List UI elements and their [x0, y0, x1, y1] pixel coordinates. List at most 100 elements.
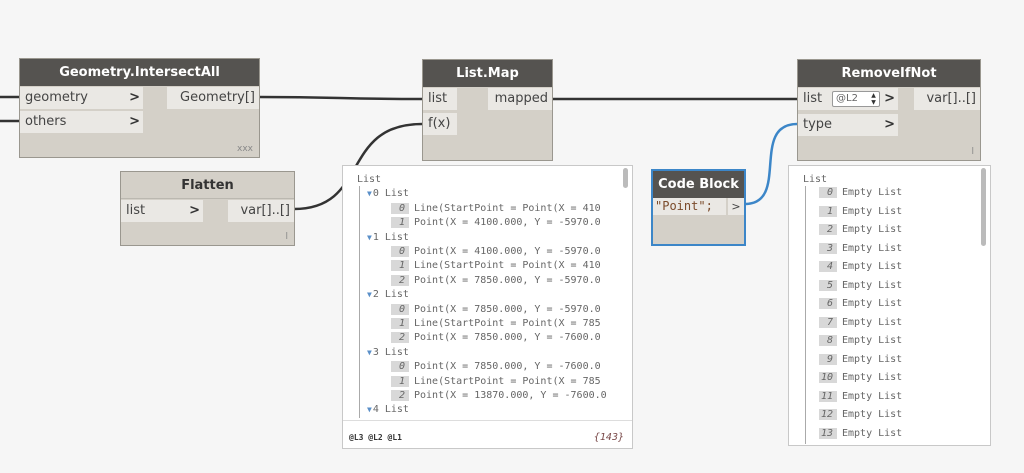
- item-index: 1: [391, 375, 409, 387]
- list-item: 5 Empty List: [819, 279, 903, 292]
- list-item: 0 Empty List: [819, 187, 902, 199]
- list-item: 12 Empty List: [819, 409, 902, 421]
- list-item: 6 Empty List: [819, 298, 902, 310]
- level-value: @L2: [836, 93, 858, 104]
- list-item: 2 Point(X = 7850.000, Y = -5970.0: [391, 274, 601, 287]
- port-label: type: [803, 117, 833, 132]
- tree-line: [359, 186, 360, 418]
- wire-codeblock-to-remove: [744, 122, 798, 206]
- list-item: 1 Point(X = 4100.000, Y = -5970.0: [391, 217, 601, 229]
- list-group-header: ▼0 List: [367, 188, 409, 200]
- caret-down-icon[interactable]: ▼: [367, 290, 372, 300]
- level-selector[interactable]: @L2 ▲ ▼: [832, 91, 880, 107]
- code-editor[interactable]: "Point";: [653, 198, 726, 215]
- item-value: Line(StartPoint = Point(X = 785: [414, 318, 601, 329]
- port-label: geometry: [25, 90, 89, 105]
- input-port-fx[interactable]: f(x): [423, 113, 457, 135]
- list-levels: @L3 @L2 @L1: [349, 433, 402, 442]
- item-index: 7: [819, 316, 837, 328]
- node-list-map[interactable]: List.Map list f(x) mapped: [422, 59, 553, 161]
- list-item: 2 Point(X = 13870.000, Y = -7600.0: [391, 390, 607, 402]
- lacing-indicator: l: [285, 232, 288, 242]
- chevron-right-icon: >: [129, 114, 140, 129]
- node-removeifnot[interactable]: RemoveIfNot list @L2 ▲ ▼ > type > var[]..…: [797, 59, 981, 161]
- watch-preview-removeifnot[interactable]: List 0 Empty List 1 Empty List 2 Empty List 3 Em…: [788, 165, 991, 446]
- output-port-geometry[interactable]: Geometry[]: [167, 87, 259, 109]
- item-value: Point(X = 4100.000, Y = -5970.0: [414, 217, 601, 229]
- chevron-right-icon: >: [884, 91, 895, 106]
- input-port-type[interactable]: type >: [798, 114, 898, 136]
- chevron-right-icon: >: [189, 203, 200, 218]
- output-port[interactable]: >: [728, 198, 744, 215]
- item-value: Empty List: [842, 427, 903, 439]
- item-index: 2: [391, 274, 409, 286]
- list-root: List: [357, 174, 382, 185]
- item-count: {143}: [593, 432, 624, 443]
- node-title: List.Map: [423, 60, 552, 87]
- watch-preview-list-map[interactable]: @L3 @L2 @L1 {143} List ▼0 List 0 Line(Start…: [342, 165, 633, 449]
- list-item: 1 Line(StartPoint = Point(X = 785: [391, 375, 601, 388]
- port-label: others: [25, 114, 67, 129]
- item-index: 3: [819, 242, 837, 254]
- caret-down-icon[interactable]: ▼: [367, 232, 372, 242]
- output-port-mapped[interactable]: mapped: [488, 88, 552, 110]
- port-label: list: [428, 91, 448, 106]
- spinner-up-icon[interactable]: ▲: [871, 92, 876, 99]
- list-item: 0 Point(X = 4100.000, Y = -5970.0: [391, 246, 601, 258]
- item-value: Empty List: [842, 316, 903, 328]
- node-title: Flatten: [121, 172, 294, 199]
- list-item: 0 Line(StartPoint = Point(X = 410: [391, 202, 601, 215]
- item-value: Line(StartPoint = Point(X = 410: [414, 202, 601, 214]
- group-label: 2 List: [372, 289, 409, 301]
- list-item: 13 Empty List: [819, 427, 903, 440]
- item-value: Empty List: [842, 224, 903, 235]
- item-index: 6: [819, 298, 837, 309]
- item-value: Point(X = 7850.000, Y = -7600.0: [414, 332, 601, 344]
- item-value: Point(X = 13870.000, Y = -7600.0: [414, 390, 607, 401]
- input-port-list[interactable]: list @L2 ▲ ▼ >: [798, 88, 898, 110]
- chevron-right-icon: >: [884, 117, 895, 132]
- item-index: 2: [391, 390, 409, 401]
- item-value: Point(X = 7850.000, Y = -7600.0: [414, 361, 601, 373]
- caret-down-icon[interactable]: ▼: [367, 189, 372, 199]
- item-value: Empty List: [842, 298, 903, 309]
- item-value: Empty List: [842, 261, 903, 272]
- input-port-list[interactable]: list: [423, 88, 457, 110]
- item-index: 5: [819, 279, 837, 291]
- input-port-list[interactable]: list >: [121, 200, 203, 222]
- scrollbar[interactable]: [981, 168, 986, 246]
- wire-intersect-to-map: [258, 95, 423, 101]
- tree-line: [805, 186, 806, 444]
- input-port-others[interactable]: others >: [20, 111, 143, 133]
- port-label: list: [803, 91, 823, 106]
- spinner-down-icon[interactable]: ▼: [871, 99, 876, 106]
- item-index: 0: [391, 303, 409, 315]
- group-label: 4 List: [372, 404, 409, 416]
- list-group-header: ▼1 List: [367, 232, 409, 244]
- caret-down-icon[interactable]: ▼: [367, 405, 372, 415]
- item-index: 2: [819, 224, 837, 235]
- list-item: 2 Point(X = 7850.000, Y = -7600.0: [391, 332, 601, 344]
- scrollbar[interactable]: [623, 168, 628, 188]
- node-flatten[interactable]: Flatten list > var[]..[] l: [120, 171, 295, 246]
- item-index: 1: [391, 217, 409, 229]
- node-geometry-intersectall[interactable]: Geometry.IntersectAll geometry > others > …: [19, 58, 260, 158]
- list-group-header: ▼2 List: [367, 289, 409, 301]
- item-value: Point(X = 4100.000, Y = -5970.0: [414, 246, 601, 257]
- item-value: Empty List: [842, 279, 903, 291]
- list-item: 4 Empty List: [819, 261, 902, 273]
- item-index: 1: [391, 260, 409, 272]
- item-value: Point(X = 7850.000, Y = -5970.0: [414, 274, 601, 286]
- output-port-var[interactable]: var[]..[]: [914, 88, 980, 110]
- list-group-header: ▼3 List: [367, 347, 409, 359]
- item-index: 0: [391, 361, 409, 373]
- list-root: List: [803, 174, 828, 185]
- output-port-var[interactable]: var[]..[]: [228, 200, 294, 222]
- item-value: Empty List: [842, 372, 903, 383]
- list-item: 9 Empty List: [819, 353, 902, 366]
- item-index: 0: [391, 246, 409, 257]
- node-code-block[interactable]: Code Block "Point"; >: [651, 169, 746, 246]
- input-port-geometry[interactable]: geometry >: [20, 87, 143, 109]
- caret-down-icon[interactable]: ▼: [367, 347, 372, 357]
- item-index: 13: [819, 427, 837, 439]
